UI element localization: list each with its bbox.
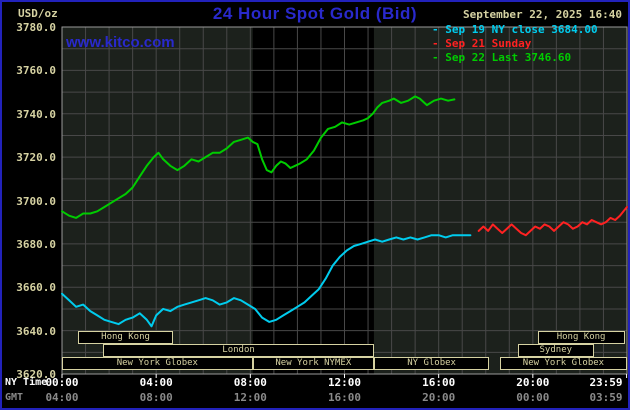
- x-axis-label-gmt: 03:59: [589, 391, 623, 404]
- x-axis-label-gmt: 00:00: [516, 391, 550, 404]
- session-box: New York Globex: [62, 357, 253, 370]
- series-line-1: [477, 206, 628, 237]
- x-axis-label-ny: 16:00: [422, 376, 456, 389]
- y-axis-label: 3700.0: [16, 194, 56, 208]
- x-axis-label-gmt: 08:00: [139, 391, 173, 404]
- session-box: New York NYMEX: [252, 357, 374, 370]
- x-axis-label-ny: 00:00: [45, 376, 79, 389]
- ny-time-axis-label: NY Time: [5, 377, 48, 388]
- gmt-axis-label: GMT: [5, 392, 24, 403]
- session-box: Hong Kong: [537, 331, 625, 344]
- x-axis-label-ny: 08:00: [233, 376, 267, 389]
- x-axis-label-ny: 23:59: [589, 376, 623, 389]
- x-axis-label-gmt: 12:00: [233, 391, 267, 404]
- y-axis-units-label: USD/oz: [18, 7, 58, 20]
- x-axis-label-ny: 04:00: [139, 376, 173, 389]
- legend-item: - Sep 22 Last 3746.60: [432, 51, 572, 64]
- y-axis-label: 3740.0: [16, 107, 56, 121]
- y-axis-label: 3680.0: [16, 237, 56, 251]
- x-axis-label-ny: 12:00: [327, 376, 362, 389]
- chart-title: 24 Hour Spot Gold (Bid): [212, 4, 418, 23]
- x-axis-label-gmt: 04:00: [45, 391, 79, 404]
- session-box: Sydney: [517, 344, 595, 357]
- y-axis-label: 3760.0: [16, 64, 56, 78]
- legend-item: - Sep 21 Sunday: [432, 37, 532, 50]
- x-axis-label-ny: 20:00: [516, 376, 550, 389]
- legend: - Sep 19 NY close 3684.00- Sep 21 Sunday…: [432, 23, 622, 65]
- kitco-watermark-link[interactable]: www.kitco.com: [66, 34, 175, 51]
- y-axis-label: 3660.0: [16, 281, 56, 295]
- session-box: Hong Kong: [78, 331, 173, 344]
- y-axis-label: 3720.0: [16, 151, 56, 165]
- series-line-2: [61, 95, 456, 219]
- x-axis-label-gmt: 20:00: [422, 391, 456, 404]
- series-line-0: [61, 234, 472, 328]
- session-box: NY Globex: [373, 357, 490, 370]
- session-box: New York Globex: [499, 357, 627, 370]
- session-box: London: [103, 344, 374, 357]
- y-axis-label: 3620.0: [16, 368, 56, 381]
- y-axis-label: 3780.0: [16, 21, 56, 34]
- y-axis-label: 3640.0: [16, 324, 56, 338]
- x-axis-label-gmt: 16:00: [327, 391, 362, 404]
- datetime-label: September 22, 2025 16:40: [463, 8, 622, 21]
- legend-item: - Sep 19 NY close 3684.00: [432, 23, 598, 36]
